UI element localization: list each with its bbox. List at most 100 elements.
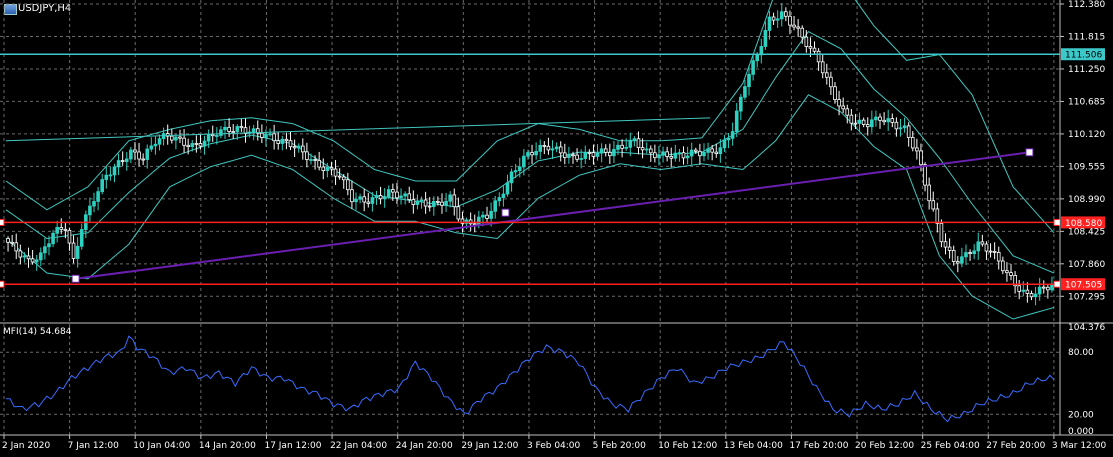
candle-body (296, 145, 301, 149)
horizontal-lines: 111.506 108.580 107.505 (0, 48, 1105, 291)
candle-body (1013, 275, 1017, 287)
candle-body (513, 170, 518, 173)
candle-body (861, 119, 866, 125)
candle-body (837, 99, 841, 107)
candle-body (305, 151, 309, 160)
candle-body (1017, 285, 1022, 292)
candle-body (79, 229, 84, 247)
candle-body (775, 18, 780, 21)
candle-body (251, 128, 256, 133)
candle-body (444, 200, 448, 206)
time-tick-label: 17 Jan 12:00 (264, 441, 321, 451)
candle-body (689, 149, 694, 157)
candle-body (55, 227, 59, 234)
candle-body (902, 125, 907, 129)
candle-body (595, 152, 600, 157)
candle-body (1046, 286, 1050, 291)
candle-body (395, 191, 399, 199)
chart-window-icon (4, 4, 17, 15)
candle-body (10, 241, 14, 244)
candle-body (882, 119, 886, 123)
time-tick-label: 20 Feb 12:00 (855, 441, 914, 451)
candle-body (448, 194, 452, 202)
candle-body (534, 151, 538, 156)
candle-body (841, 105, 845, 110)
price-tick-label: 109.555 (1068, 162, 1105, 172)
candle-body (6, 238, 10, 243)
bb-lower-line (5, 94, 1055, 320)
candle-body (1021, 289, 1026, 292)
candle-body (26, 255, 31, 260)
candle-body (632, 138, 637, 141)
candle-body (845, 108, 850, 116)
candle-body (812, 47, 817, 52)
candle-body (538, 145, 543, 152)
candle-body (947, 246, 952, 251)
price-level-label: 107.505 (1065, 281, 1102, 291)
candle-body (14, 242, 19, 252)
time-tick-label: 22 Jan 04:00 (330, 441, 387, 451)
candle-body (792, 24, 796, 28)
candle-body (943, 241, 948, 248)
candle-body (763, 30, 768, 47)
candle-body (329, 167, 334, 170)
candle-body (616, 144, 620, 150)
candle-body (116, 160, 121, 168)
candle-body (341, 176, 346, 181)
candle-body (898, 127, 903, 130)
candle-body (505, 182, 510, 195)
price-level-badge (1061, 216, 1105, 229)
candle-body (587, 151, 592, 154)
time-tick-label: 5 Feb 20:00 (593, 441, 647, 451)
price-tick-label: 111.250 (1068, 65, 1105, 75)
candle-body (358, 196, 362, 200)
candle-body (346, 179, 350, 191)
trendline-anchor (501, 208, 510, 217)
candle-body (268, 133, 272, 136)
price-tick-label: 112.380 (1068, 0, 1105, 10)
candle-body (210, 134, 215, 137)
candle-body (92, 201, 96, 207)
candle-body (849, 114, 854, 124)
candle-body (681, 152, 686, 159)
candle-body (272, 133, 276, 142)
price-tick-label: 111.815 (1068, 32, 1105, 42)
candle-body (677, 152, 682, 155)
candle-body (112, 166, 117, 176)
candle-body (1029, 293, 1034, 298)
candle-body (800, 27, 805, 38)
candle-body (706, 148, 710, 153)
price-level-anchor (0, 218, 5, 226)
candle-body (915, 147, 919, 152)
candle-body (374, 195, 379, 198)
time-tick-label: 7 Jan 12:00 (68, 441, 120, 451)
candle-body (698, 150, 702, 157)
candle-body (198, 143, 203, 147)
price-tick-label: 108.990 (1068, 195, 1105, 205)
candle-body (767, 16, 772, 31)
candle-body (972, 250, 976, 255)
chart-symbol-title: USDJPY,H4 (18, 3, 72, 14)
candle-body (493, 200, 498, 212)
candle-body (988, 250, 993, 253)
candle-body (370, 197, 375, 204)
price-level-anchor (0, 280, 5, 288)
candle-body (378, 195, 383, 200)
candle-body (386, 189, 391, 198)
candle-body (874, 116, 878, 121)
candle-body (1037, 286, 1042, 295)
candle-body (231, 131, 236, 133)
candle-body (665, 151, 669, 157)
candle-body (71, 242, 76, 259)
candle-body (886, 118, 891, 123)
price-level-anchor (1053, 280, 1061, 288)
candle-body (235, 126, 240, 133)
candle-body (436, 200, 440, 203)
candle-body (730, 131, 735, 139)
trendline (75, 151, 1030, 280)
candle-body (120, 160, 125, 162)
candle-body (829, 76, 833, 88)
candle-body (431, 200, 436, 207)
candle-body (669, 156, 674, 159)
